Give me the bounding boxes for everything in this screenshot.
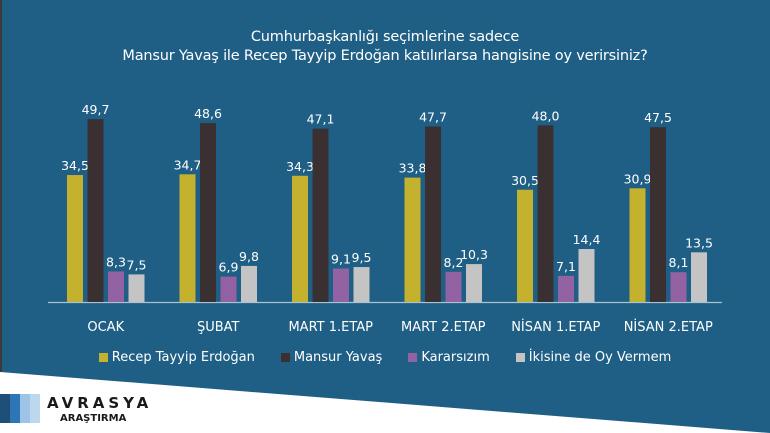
data-label-erdogan: 34,7	[174, 157, 202, 172]
data-label-erdogan: 30,5	[511, 173, 539, 188]
legend-swatch-ikisine	[515, 353, 525, 362]
chart-subtitle: Mansur Yavaş ile Recep Tayyip Erdoğan ka…	[122, 48, 648, 64]
data-label-ikisine: 9,8	[239, 249, 259, 264]
bar-kararsizim	[558, 275, 574, 302]
x-tick-label: MART 1.ETAP	[288, 320, 373, 335]
data-label-ikisine: 10,3	[460, 247, 488, 262]
logo-stripe	[0, 394, 10, 423]
logo-stripe	[20, 394, 30, 423]
data-label-ikisine: 14,4	[573, 232, 601, 247]
logo-name: AVRASYA	[47, 394, 153, 412]
legend-swatch-erdogan	[98, 353, 108, 362]
legend-label-yavas: Mansur Yavaş	[293, 350, 383, 365]
data-label-yavas: 48,0	[532, 108, 560, 123]
x-tick-label: MART 2.ETAP	[401, 320, 486, 335]
legend-item-ikisine: İkisine de Oy Vermem	[515, 350, 672, 365]
bar-yavas	[425, 126, 441, 303]
bar-erdogan	[629, 188, 646, 302]
logo-subtitle: ARAŞTIRMA	[60, 413, 127, 424]
bar-yavas	[200, 123, 216, 302]
legend-item-erdogan: Recep Tayyip Erdoğan	[98, 350, 255, 365]
data-label-kararsizim: 9,1	[331, 252, 351, 267]
data-label-kararsizim: 8,3	[106, 254, 126, 269]
logo-stripe	[30, 394, 40, 423]
data-label-kararsizim: 7,1	[556, 259, 576, 274]
data-label-erdogan: 34,3	[286, 159, 314, 174]
bar-ikisine	[466, 264, 482, 302]
left-edge-strip	[0, 0, 2, 372]
bar-erdogan	[179, 174, 196, 302]
bar-kararsizim	[445, 271, 462, 302]
data-label-yavas: 47,1	[307, 112, 335, 127]
legend-item-kararsizim: Kararsızım	[408, 350, 490, 365]
bar-yavas	[537, 125, 554, 302]
legend-label-ikisine: İkisine de Oy Vermem	[528, 350, 672, 365]
x-tick-label: OCAK	[87, 320, 124, 335]
bar-ikisine	[241, 265, 257, 302]
data-label-kararsizim: 6,9	[219, 260, 239, 275]
data-label-ikisine: 13,5	[685, 235, 713, 250]
bar-yavas	[312, 128, 329, 302]
bar-yavas	[650, 127, 666, 302]
logo-stripe	[10, 394, 20, 423]
legend-label-kararsizim: Kararsızım	[421, 350, 490, 365]
x-tick-label: ŞUBAT	[197, 320, 240, 335]
chart-title: Cumhurbaşkanlığı seçimlerine sadece	[250, 29, 520, 45]
data-label-kararsizim: 8,1	[669, 255, 689, 270]
bar-erdogan	[517, 189, 533, 302]
data-label-ikisine: 7,5	[127, 257, 147, 272]
legend: Recep Tayyip Erdoğan Mansur Yavaş Karars…	[0, 350, 770, 365]
data-label-yavas: 48,6	[194, 106, 222, 121]
bar-kararsizim	[670, 272, 687, 302]
data-label-erdogan: 33,8	[399, 161, 427, 176]
bar-ikisine	[691, 252, 707, 302]
legend-item-yavas: Mansur Yavaş	[280, 350, 383, 365]
data-label-yavas: 49,7	[82, 102, 110, 117]
bar-ikisine	[578, 249, 595, 302]
logo-stripes	[0, 394, 40, 423]
bar-erdogan	[292, 175, 308, 302]
bar-kararsizim	[333, 268, 349, 302]
data-label-erdogan: 30,9	[624, 171, 652, 186]
x-tick-label: NİSAN 1.ETAP	[511, 319, 600, 335]
data-label-ikisine: 9,5	[352, 250, 372, 265]
data-label-kararsizim: 8,2	[444, 255, 464, 270]
bar-kararsizim	[108, 271, 124, 302]
x-tick-label: NİSAN 2.ETAP	[624, 319, 713, 335]
legend-swatch-kararsizim	[408, 353, 418, 362]
bar-kararsizim	[220, 276, 237, 302]
data-label-erdogan: 34,5	[61, 158, 89, 173]
legend-swatch-yavas	[280, 353, 290, 362]
bar-erdogan	[404, 177, 421, 302]
legend-label-erdogan: Recep Tayyip Erdoğan	[111, 350, 255, 365]
bar-ikisine	[128, 274, 145, 302]
data-label-yavas: 47,7	[419, 109, 447, 124]
logo: AVRASYA ARAŞTIRMA	[47, 394, 152, 424]
bar-ikisine	[353, 267, 370, 302]
bar-yavas	[87, 119, 104, 302]
data-label-yavas: 47,5	[644, 110, 672, 125]
bar-erdogan	[67, 175, 83, 302]
